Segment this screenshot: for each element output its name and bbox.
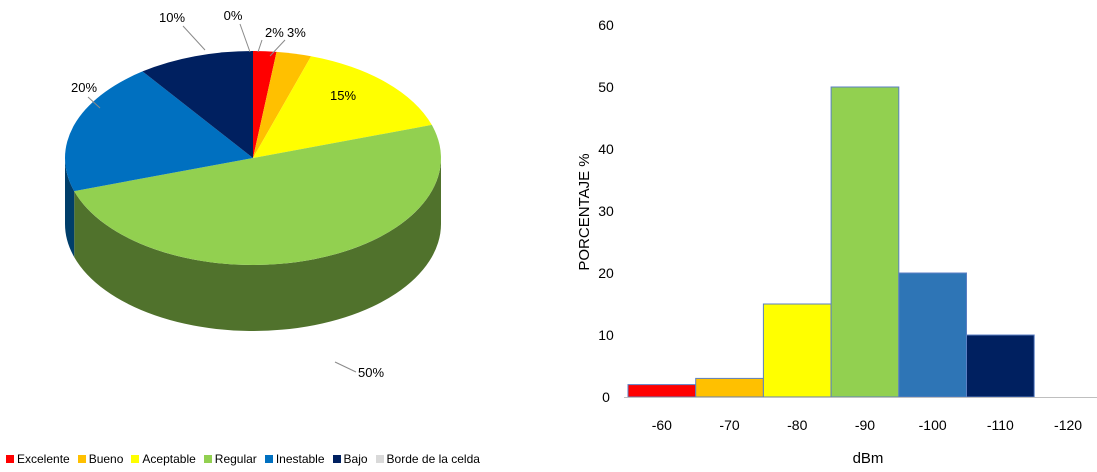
pie-label-bueno: 3%	[287, 25, 306, 40]
legend-item-bueno: Bueno	[77, 452, 124, 466]
x-axis-title: dBm	[853, 450, 884, 467]
pie-slice-bajo	[142, 51, 253, 158]
pie-slice-bueno	[253, 51, 312, 158]
legend-item-regular: Regular	[203, 452, 257, 466]
pie-leader-line	[269, 39, 286, 57]
pie-label-bajo: 10%	[159, 10, 185, 25]
pie-leader-line	[257, 39, 263, 53]
bar-n-100	[898, 272, 967, 398]
x-tick-label: -120	[1054, 417, 1082, 433]
legend-item-aceptable: Aceptable	[131, 452, 196, 466]
pie-slice-inestable	[64, 71, 253, 192]
pie-label-aceptable: 15%	[330, 88, 356, 103]
y-axis-title: PORCENTAJE %	[576, 153, 593, 270]
pie-legend: Excelente Bueno Aceptable Regular Inestable B…	[6, 452, 488, 466]
legend-item-bajo: Bajo	[332, 452, 368, 466]
legend-swatch	[77, 455, 86, 463]
bar-n-60	[627, 384, 697, 398]
legend-swatch	[131, 455, 140, 463]
pie-label-inestable: 20%	[71, 80, 97, 95]
pie-label-excelente: 2%	[265, 25, 284, 40]
y-tick-label: 50	[598, 79, 614, 95]
pie-leader-line	[87, 96, 101, 109]
pie-slice-regular	[74, 124, 441, 265]
x-tick-label: -80	[787, 417, 807, 433]
pie-side-inestable	[65, 158, 75, 258]
legend-label: Aceptable	[142, 452, 196, 466]
pie-chart: 2% 3% 15% 50% 20% 10% 0%	[64, 8, 441, 380]
legend-label: Excelente	[17, 452, 70, 466]
legend-label: Bueno	[88, 452, 124, 466]
y-tick-label: 0	[602, 389, 610, 405]
legend-item-inestable: Inestable	[264, 452, 325, 466]
legend-label: Bajo	[343, 452, 368, 466]
legend-item-excelente: Excelente	[6, 452, 70, 466]
legend-swatch	[203, 455, 212, 463]
pie-label-regular: 50%	[358, 365, 384, 380]
pie-leader-line	[239, 23, 251, 53]
bar-n-90	[830, 86, 900, 398]
legend-label: Borde de la celda	[386, 452, 480, 466]
pie-slice-excelente	[253, 51, 277, 158]
legend-item-borde-de-la-celda: Borde de la celda	[375, 452, 480, 466]
y-tick-label: 10	[598, 327, 614, 343]
y-tick-label: 60	[598, 17, 614, 33]
legend-swatch	[332, 455, 341, 463]
legend-label: Regular	[214, 452, 257, 466]
pie-slice-aceptable	[253, 56, 432, 158]
y-tick-label: 20	[598, 265, 614, 281]
y-tick-label: 40	[598, 141, 614, 157]
bar-n-110	[966, 334, 1035, 398]
x-tick-label: -60	[652, 417, 672, 433]
bar-n-80	[762, 303, 832, 398]
y-tick-label: 30	[598, 203, 614, 219]
pie-leader-line	[182, 25, 206, 51]
legend-swatch	[264, 455, 273, 463]
legend-swatch	[375, 455, 384, 463]
legend-swatch	[6, 455, 14, 463]
pie-label-borde-de-la-celda: 0%	[224, 8, 243, 23]
pie-leader-line	[334, 361, 357, 373]
x-tick-label: -110	[987, 417, 1014, 433]
x-tick-label: -90	[855, 417, 875, 433]
x-tick-label: -100	[919, 417, 947, 433]
x-tick-label: -70	[719, 417, 739, 433]
pie-side-regular	[74, 158, 441, 331]
legend-label: Inestable	[275, 452, 325, 466]
bar-n-70	[695, 377, 764, 398]
